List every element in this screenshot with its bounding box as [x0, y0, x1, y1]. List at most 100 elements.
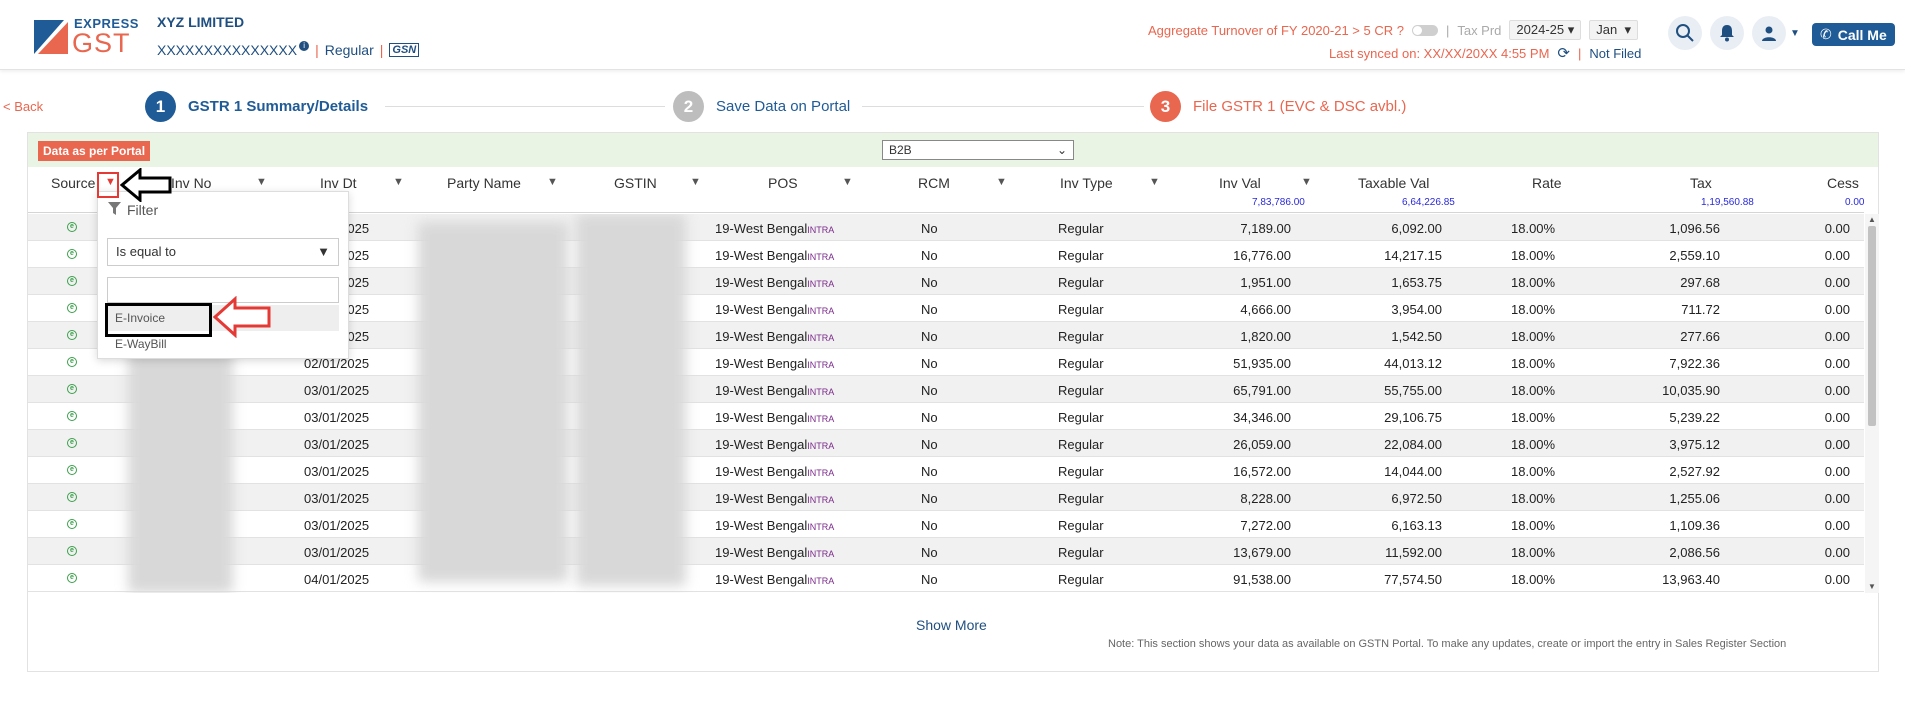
cell-inv-val: 16,776.00 [1233, 248, 1291, 263]
table-row[interactable]: e 03/01/2025 19-West BengalINTRA No Regular 1… [28, 538, 1864, 565]
step-1[interactable]: 1 GSTR 1 Summary/Details [145, 91, 368, 122]
cell-inv-type: Regular [1058, 464, 1104, 479]
cell-inv-val: 8,228.00 [1240, 491, 1291, 506]
col-pos: POS [768, 175, 798, 191]
table-row[interactable]: e 02/01/2025 19-West BengalINTRA No Regular 5… [28, 349, 1864, 376]
scroll-up-icon[interactable]: ▲ [1868, 215, 1876, 224]
cell-inv-val: 91,538.00 [1233, 572, 1291, 587]
cell-inv-type: Regular [1058, 545, 1104, 560]
cell-inv-dt: 03/01/2025 [304, 491, 370, 506]
step-number: 3 [1150, 91, 1181, 122]
separator: | [315, 42, 319, 58]
filter-option-e-waybill[interactable]: E-WayBill [115, 337, 167, 351]
cell-tax: 1,096.56 [1669, 221, 1720, 236]
refresh-icon[interactable]: ⟳ [1557, 45, 1570, 62]
show-more-link[interactable]: Show More [916, 617, 987, 633]
back-link[interactable]: < Back [3, 99, 44, 114]
filter-icon[interactable]: ▼ [842, 176, 853, 188]
last-synced-text: Last synced on: XX/XX/20XX 4:55 PM [1329, 45, 1550, 61]
call-me-button[interactable]: ✆ Call Me [1812, 23, 1895, 46]
user-icon[interactable] [1752, 16, 1786, 50]
app-header: EXPRESS GST XYZ LIMITED XXXXXXXXXXXXXXX … [0, 0, 1905, 70]
pos-intra-tag: INTRA [807, 495, 835, 505]
month-select[interactable]: Jan ▾ [1589, 20, 1638, 40]
filter-icon[interactable]: ▼ [1149, 176, 1160, 188]
header-icons: ▼ [1668, 16, 1800, 50]
cell-cess: 0.00 [1824, 383, 1850, 398]
table-row[interactable]: e 03/01/2025 19-West BengalINTRA No Regular 3… [28, 403, 1864, 430]
cell-rate: 18.00% [1511, 545, 1556, 560]
cell-inv-dt: 03/01/2025 [304, 437, 370, 452]
cell-rcm: No [921, 248, 938, 263]
filter-icon[interactable]: ▼ [996, 176, 1007, 188]
table-row[interactable]: e 04/01/2025 19-West BengalINTRA No Regular 9… [28, 565, 1864, 592]
table-row[interactable]: e 03/01/2025 19-West BengalINTRA No Regular 6… [28, 376, 1864, 403]
total-cess: 0.00 [1845, 197, 1865, 208]
filter-icon[interactable]: ▼ [393, 176, 404, 188]
cell-rcm: No [921, 356, 938, 371]
step-number: 1 [145, 91, 176, 122]
filter-icon[interactable]: ▼ [256, 176, 267, 188]
col-gstin: GSTIN [614, 175, 657, 191]
separator: | [379, 42, 384, 58]
col-rcm: RCM [918, 175, 950, 191]
pos-intra-tag: INTRA [807, 225, 835, 235]
col-cess: Cess [1827, 175, 1859, 191]
redacted-gstin [576, 214, 686, 586]
cell-tax: 2,559.10 [1669, 248, 1720, 263]
col-rate: Rate [1532, 175, 1562, 191]
turnover-toggle[interactable] [1411, 24, 1438, 36]
company-name: XYZ LIMITED [157, 14, 245, 30]
cell-inv-type: Regular [1058, 518, 1104, 533]
total-inv-val: 7,83,786.00 [1252, 197, 1305, 208]
gstin-value: XXXXXXXXXXXXXXX [157, 42, 298, 58]
filter-icon[interactable]: ▼ [105, 176, 116, 188]
pos-intra-tag: INTRA [807, 333, 835, 343]
cell-cess: 0.00 [1824, 572, 1850, 587]
filter-operator-select[interactable]: Is equal to ▼ [107, 238, 339, 266]
registration-type: Regular [324, 42, 374, 58]
cell-rate: 18.00% [1511, 356, 1556, 371]
pos-intra-tag: INTRA [807, 387, 835, 397]
filter-value-input[interactable] [107, 277, 339, 303]
info-icon[interactable]: i [299, 41, 310, 51]
table-row[interactable]: e 03/01/2025 19-West BengalINTRA No Regular 1… [28, 457, 1864, 484]
table-scrollbar[interactable]: ▲ ▼ [1865, 214, 1879, 593]
filter-icon[interactable]: ▼ [547, 176, 558, 188]
logo-mark-icon [34, 20, 68, 54]
table-row[interactable]: e 03/01/2025 19-West BengalINTRA No Regular 7… [28, 511, 1864, 538]
express-gst-logo[interactable]: EXPRESS GST [34, 16, 139, 58]
cell-pos: 19-West BengalINTRA [715, 464, 835, 479]
step-3[interactable]: 3 File GSTR 1 (EVC & DSC avbl.) [1150, 91, 1406, 122]
pos-intra-tag: INTRA [807, 522, 835, 532]
scroll-thumb[interactable] [1868, 226, 1876, 426]
filter-icon[interactable]: ▼ [690, 176, 701, 188]
cell-inv-type: Regular [1058, 437, 1104, 452]
cell-cess: 0.00 [1824, 302, 1850, 317]
step-label: File GSTR 1 (EVC & DSC avbl.) [1193, 98, 1407, 115]
cell-rate: 18.00% [1511, 464, 1556, 479]
fy-select[interactable]: 2024-25 ▾ [1509, 20, 1582, 40]
cell-rcm: No [921, 545, 938, 560]
cell-taxable-val: 55,755.00 [1384, 383, 1442, 398]
search-icon[interactable] [1668, 16, 1702, 50]
gsn-logo-icon[interactable]: GSN [389, 43, 420, 57]
e-invoice-source-icon: e [67, 303, 77, 313]
table-row[interactable]: e 03/01/2025 19-West BengalINTRA No Regular 8… [28, 484, 1864, 511]
cell-inv-dt: 03/01/2025 [304, 464, 370, 479]
col-inv-type: Inv Type [1060, 175, 1113, 191]
arrow-left-icon [120, 168, 172, 202]
cell-rcm: No [921, 464, 938, 479]
filter-icon[interactable]: ▼ [1301, 176, 1312, 188]
user-menu-caret-icon[interactable]: ▼ [1790, 27, 1800, 39]
cell-rcm: No [921, 221, 938, 236]
step-2[interactable]: 2 Save Data on Portal [673, 91, 850, 122]
col-taxable-val: Taxable Val [1358, 175, 1430, 191]
table-row[interactable]: e 03/01/2025 19-West BengalINTRA No Regular 2… [28, 430, 1864, 457]
bell-icon[interactable] [1710, 16, 1744, 50]
panel-toolbar: Data as per Portal B2B ⌄ [28, 133, 1878, 167]
scroll-down-icon[interactable]: ▼ [1868, 582, 1876, 591]
section-select[interactable]: B2B ⌄ [882, 140, 1074, 160]
